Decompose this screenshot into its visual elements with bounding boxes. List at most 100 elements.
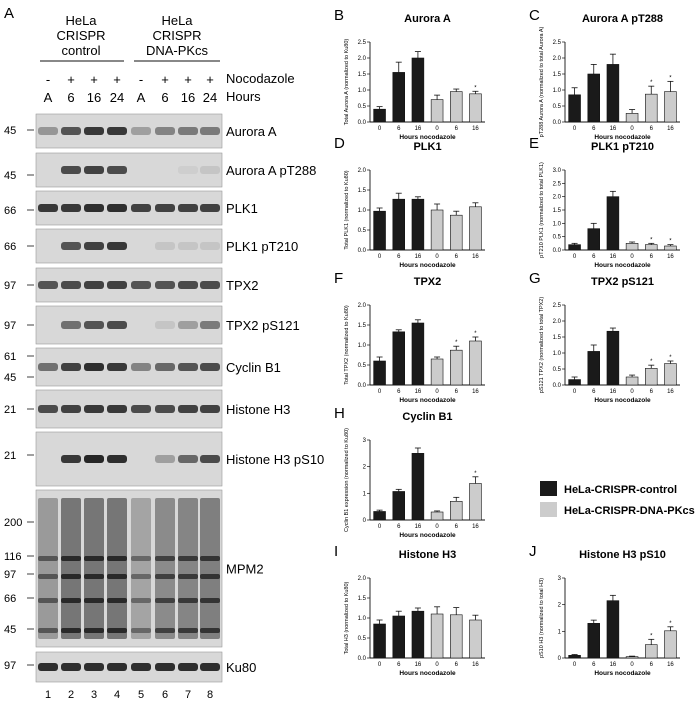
blot-histone-h3: Histone H3 21 [4,389,290,429]
hours-row: A 6 16 24 A 6 16 24 [44,90,218,105]
blot-band [38,574,58,579]
blot-band [178,242,198,250]
y-axis-label: pT288 Aurora A (normalized to total Auro… [539,27,545,138]
chart-panel-c: C Aurora A pT288 0.0 0.5 1.0 1.5 2.0 2.5 pT288 A… [529,7,680,141]
bar [625,656,639,659]
y-tick-label: 0.0 [358,248,367,254]
mw-marker: 97 [4,569,16,581]
bar-chart-grid: B Aurora A 0.0 0.5 1.0 1.5 2.0 2.5 Total Aurora … [334,7,680,677]
bar [469,340,482,386]
blot-band [178,663,198,671]
blot-band [38,598,58,603]
bar [430,358,444,386]
bar [645,644,658,659]
chart-title: TPX2 pS121 [591,276,654,288]
nocodazole-sign: + [184,72,192,87]
bar [568,379,581,386]
blot-band [155,574,175,579]
nocodazole-sign: + [90,72,98,87]
x-tick-label: 0 [630,389,634,395]
blot-band [61,598,81,603]
x-tick-label: 16 [610,389,617,395]
blot-smear [38,498,58,639]
x-tick-label: 6 [397,254,401,260]
lane-number: 7 [185,689,191,701]
chart-title: PLK1 [413,141,441,153]
x-tick-label: 0 [630,126,634,132]
mw-marker: 61 [4,351,16,363]
nocodazole-sign: - [139,72,143,87]
bar [450,214,463,251]
bar [411,610,425,659]
x-tick-label: 0 [378,254,382,260]
bar [411,57,425,123]
bar [392,491,405,521]
blot-label: Histone H3 pS10 [226,452,324,467]
bar [645,244,658,251]
x-tick-label: 16 [415,126,422,132]
blot-band [155,321,175,329]
blot-band [38,663,58,671]
blot-plk1-pt210: PLK1 pT210 66 [4,228,298,264]
x-tick-label: 6 [592,389,596,395]
y-axis-label: Total PLK1 (normalized to Ku80) [344,170,350,249]
legend-label-dnapk: HeLa-CRISPR-DNA-PKcs [564,505,695,517]
blot-band [107,628,127,633]
blot-band [200,242,220,250]
blot-band [200,363,220,371]
blot-band [178,598,198,603]
bar [469,619,482,659]
significance-marker: * [650,237,653,243]
western-blot-panel: A HeLa CRISPR control HeLa CRISPR DNA-PK… [4,5,324,701]
blot-band [131,556,151,561]
blot-band [38,628,58,633]
y-tick-label: 2 [558,603,562,609]
blot-band [200,663,220,671]
hours-value: 24 [110,90,124,105]
blot-band [107,281,127,289]
panel-label: J [529,543,537,560]
blot-band [155,556,175,561]
y-tick-label: 2.0 [553,319,562,325]
blot-band [107,556,127,561]
y-tick-label: 1.0 [358,616,367,622]
blot-band [178,556,198,561]
x-tick-label: 16 [610,662,617,668]
y-tick-label: 1.0 [553,88,562,94]
bar [568,655,581,659]
blot-band [200,574,220,579]
x-tick-label: 0 [435,662,439,668]
y-tick-label: 0.5 [553,367,562,373]
y-tick-label: 0.5 [358,228,367,234]
blot-band [107,127,127,135]
blot-band [131,363,151,371]
blot-band [200,204,220,212]
blot-band [178,127,198,135]
blot-band [84,242,104,250]
bar [568,244,581,251]
y-tick-label: 1.5 [358,188,367,194]
chart-panel-d: D PLK1 0.0 0.5 1.0 1.5 2.0 Total PLK1 (normaliz… [334,135,485,269]
cellline-dnapk-line3: DNA-PKcs [146,43,209,58]
y-tick-label: 0.5 [553,104,562,110]
blot-band [84,455,104,463]
lane-number: 1 [45,689,51,701]
x-tick-label: 6 [455,389,459,395]
y-tick-label: 0.0 [358,656,367,662]
x-tick-label: 16 [415,524,422,530]
bar [411,322,425,386]
blot-band [61,127,81,135]
bar [568,94,581,123]
bar [411,198,425,251]
blot-band [107,663,127,671]
y-axis-label: Total Aurora A (normalized to Ku80) [344,39,350,126]
blot-smear [155,498,175,639]
y-tick-label: 0.0 [553,383,562,389]
bar [373,511,386,521]
hours-value: A [44,90,53,105]
bar [450,501,463,521]
mw-marker: 66 [4,205,16,217]
blot-band [107,574,127,579]
blot-label: Cyclin B1 [226,360,281,375]
legend: HeLa-CRISPR-control HeLa-CRISPR-DNA-PKcs [540,481,695,517]
